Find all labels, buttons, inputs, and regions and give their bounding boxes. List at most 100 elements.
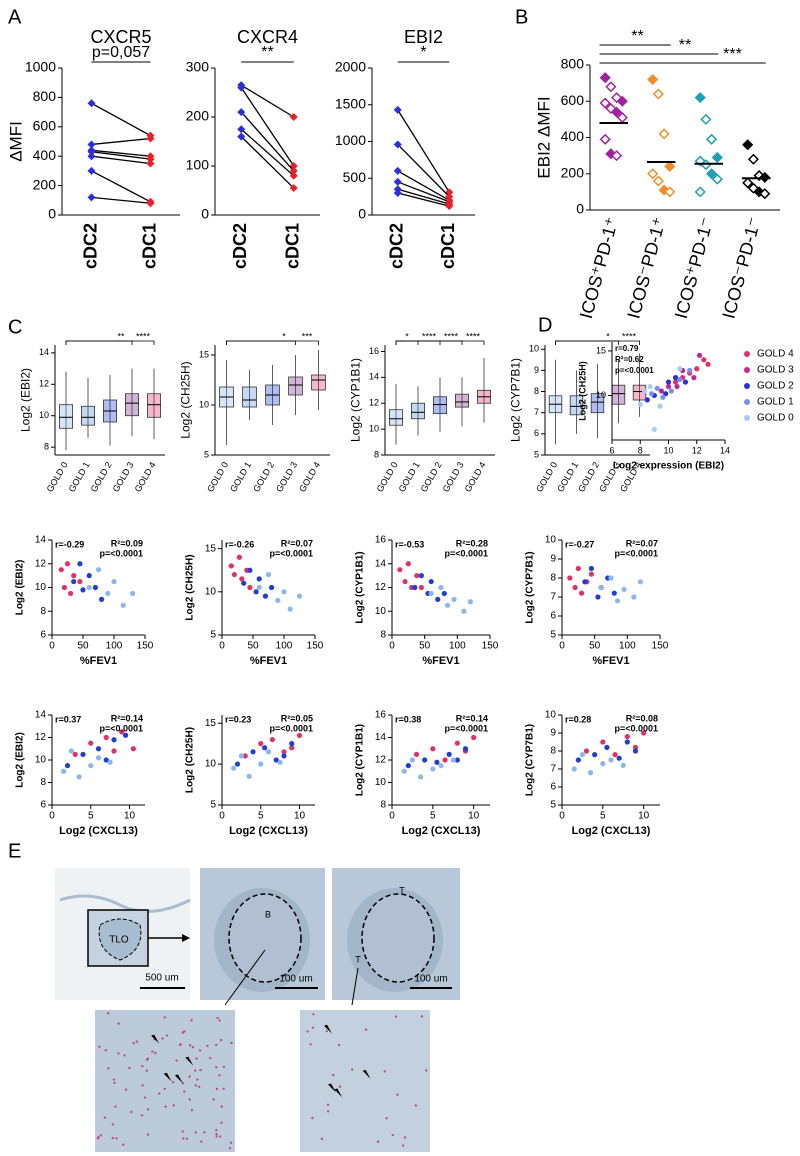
stat-label: p=<0.0001 [615, 366, 654, 375]
point [445, 202, 454, 211]
x-tick-label: 0 [389, 641, 395, 652]
point [598, 584, 604, 591]
point [672, 379, 679, 385]
y-tick-label: 8 [40, 777, 46, 788]
arrowhead [185, 1056, 194, 1066]
point [575, 565, 581, 572]
stain-dot [122, 1143, 125, 1146]
arrowhead [334, 1088, 343, 1098]
point [397, 567, 403, 573]
point [265, 749, 272, 755]
stain-dot [218, 1074, 221, 1077]
x-tick-label: 150 [137, 641, 154, 652]
stain-dot [113, 1081, 116, 1084]
point [711, 151, 723, 163]
significance-label: * [420, 44, 426, 61]
significance-label: *** [302, 331, 313, 341]
point [289, 184, 298, 193]
point [296, 593, 303, 599]
y-tick-label: 1000 [335, 132, 366, 148]
point [608, 757, 614, 763]
y-tick-label: 16 [375, 710, 387, 721]
stain-dot [215, 1087, 219, 1091]
point [418, 573, 424, 579]
point [72, 751, 78, 757]
stat-label: R²=0.62 [615, 355, 644, 364]
point [405, 763, 411, 769]
x-tick-label: 150 [482, 641, 499, 652]
point [441, 590, 447, 597]
y-axis-label: ΔMFI [7, 121, 26, 162]
point [87, 152, 96, 161]
significance-label: **** [444, 331, 459, 341]
y-tick-label: 5 [534, 449, 539, 459]
point [428, 578, 434, 585]
point [409, 757, 416, 763]
point [277, 759, 283, 766]
legend-label: GOLD 3 [757, 365, 794, 376]
point [430, 746, 436, 752]
stain-dot [112, 1078, 116, 1081]
point [696, 352, 703, 358]
point [262, 745, 268, 751]
point [701, 357, 707, 363]
stain-dot [219, 1038, 223, 1042]
x-category-label: cDC2 [387, 223, 407, 269]
point [234, 761, 241, 767]
panel-label: A [8, 6, 22, 28]
x-tick-label: 5 [258, 811, 264, 822]
point [120, 602, 126, 608]
point [289, 741, 295, 747]
significance-label: **** [622, 331, 637, 341]
stain-dot [175, 1059, 178, 1062]
y-tick-label: 5 [204, 449, 209, 459]
stain-dot [161, 1037, 164, 1040]
panel-label: C [8, 316, 22, 338]
stat-label: r=0.79 [615, 344, 639, 353]
stain-dot [97, 1135, 100, 1139]
stain-dot [164, 1105, 167, 1108]
y-tick-label: 5 [550, 800, 556, 811]
significance-bar [226, 340, 296, 345]
arrowhead [151, 1034, 160, 1044]
point [611, 590, 617, 596]
point [237, 83, 246, 92]
x-tick-label: 12 [692, 445, 702, 455]
point [665, 383, 672, 390]
point [434, 759, 440, 765]
point [253, 589, 259, 595]
y-tick-label: 10 [545, 535, 557, 546]
x-axis-label: Log2 (CXCL13) [572, 825, 651, 837]
box [388, 409, 403, 426]
y-tick-label: 14 [35, 710, 47, 721]
x-category-label: GOLD 4 [463, 460, 488, 494]
point [68, 590, 74, 597]
stain-dot [222, 1065, 226, 1069]
x-tick-label: 100 [619, 641, 636, 652]
x-axis-label: %FEV1 [250, 655, 287, 667]
stat-label: r=-0.27 [565, 539, 594, 549]
point [87, 166, 96, 175]
significance-label: ** [679, 37, 691, 54]
stain-dot [183, 1090, 186, 1093]
point [393, 105, 402, 114]
stain-dot [181, 1031, 184, 1034]
point [641, 388, 648, 394]
point [281, 749, 287, 755]
stain-dot [311, 1116, 314, 1120]
point [296, 732, 303, 739]
box [288, 376, 303, 396]
stain-dot [229, 1141, 233, 1144]
stain-dot [191, 1045, 195, 1049]
stain-dot [103, 1116, 107, 1119]
stain-dot [194, 1084, 197, 1087]
y-tick-label: 14 [369, 372, 379, 382]
stain-dot [364, 1028, 368, 1031]
pair-line [91, 102, 151, 137]
y-axis-label: Log2 (CH25H) [578, 361, 588, 421]
y-axis-label: Log2 (CH25H) [185, 727, 196, 793]
point [281, 589, 287, 595]
scale-label: 100 um [279, 974, 312, 985]
point [595, 594, 601, 600]
x-tick-label: 50 [247, 641, 259, 652]
